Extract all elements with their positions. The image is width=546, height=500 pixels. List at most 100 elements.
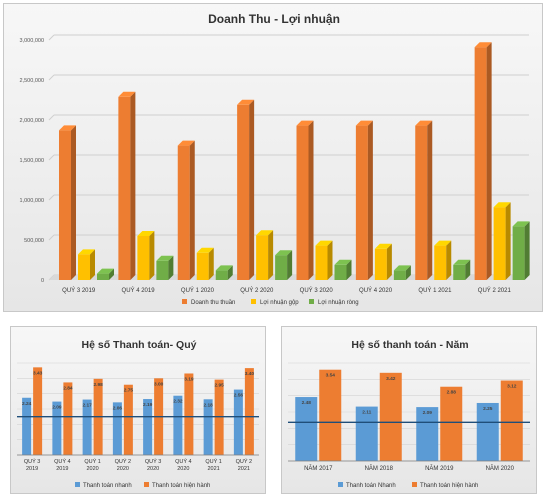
- bar-s1-c3-side: [268, 230, 274, 280]
- legend-swatch: [251, 299, 256, 304]
- bar-s2-c7-top: [512, 221, 530, 227]
- bar-s0-c1: [118, 91, 136, 280]
- bar-s0-c1-side: [130, 91, 136, 280]
- data-label: 2.09: [52, 405, 62, 411]
- gridline-depth: [48, 154, 55, 161]
- bar-s1-c2-side: [208, 247, 214, 280]
- bar-s0-c0-top: [59, 125, 76, 131]
- bar-s1-c2: [440, 386, 463, 461]
- bar-s2-c5-top: [393, 265, 411, 271]
- bar-s0-c6-top: [415, 120, 433, 126]
- legend-label: Lợi nhuận ròng: [318, 300, 359, 306]
- gridline-depth: [48, 234, 55, 241]
- y-tick-label: 500,000: [24, 238, 44, 244]
- bar-s1-c3-front: [256, 235, 269, 280]
- data-label: 2.25: [483, 406, 493, 412]
- bar-s1-c1-top: [137, 231, 155, 236]
- x-tick-label: QUÝ 2: [236, 458, 253, 465]
- x-tick-label: 2021: [208, 466, 220, 472]
- data-label: 2.18: [203, 402, 213, 408]
- x-tick-label: QUÝ 4: [175, 458, 192, 465]
- data-label: 2.24: [22, 401, 32, 407]
- bar-s0-c4-front: [296, 125, 309, 280]
- bar-s2-c6-top: [453, 259, 471, 265]
- legend-swatch: [412, 482, 417, 487]
- bar-s0-c0: [59, 125, 76, 281]
- bar-s2-c2-top: [215, 265, 233, 271]
- x-tick-label: NĂM 2017: [304, 465, 333, 472]
- bar-s0-c7: [474, 42, 492, 281]
- x-tick-label: QUÝ 4 2019: [122, 287, 156, 294]
- bar-s0-c2: [416, 407, 439, 461]
- x-tick-label: QUÝ 3 2019: [62, 287, 96, 294]
- bar-s0-c3-front: [237, 104, 250, 280]
- bar-s2-c4-front: [334, 264, 347, 280]
- bar-s0-c7: [233, 389, 243, 455]
- bar-s1-c2: [196, 247, 214, 280]
- chart-title: Hệ số Thanh toán- Quý: [82, 339, 197, 351]
- bar-s0-c3-side: [249, 99, 255, 280]
- bar-s0-c3: [476, 402, 499, 461]
- bar-s2-c1-top: [156, 255, 174, 261]
- legend-swatch: [338, 482, 343, 487]
- data-label: 2.17: [82, 403, 92, 409]
- data-label: 2.32: [173, 399, 183, 405]
- bar-s1-c1: [137, 231, 155, 280]
- legend-label: Thanh toán hiện hành: [420, 483, 478, 489]
- x-tick-label: NĂM 2018: [365, 465, 394, 472]
- bar-s0-c3: [237, 99, 255, 280]
- x-tick-label: 2021: [238, 466, 250, 472]
- data-label: 3.00: [154, 381, 164, 387]
- bar-s2-c1: [156, 255, 174, 280]
- quarterly-ratio-chart-panel: Hệ số Thanh toán- Quý 2.24 3.43 QUÝ 3 2019 2.…: [10, 326, 266, 494]
- bar-s2-c5-side: [405, 265, 411, 280]
- bar-s2-c4-top: [334, 259, 352, 265]
- bar-s2-c0-top: [97, 268, 114, 274]
- annual-ratio-chart-panel: Hệ số thanh toán - Năm 2.48 3.54 NĂM 2017 2.…: [281, 326, 537, 494]
- x-tick-label: QUÝ 1: [205, 458, 222, 465]
- annual-ratio-chart: Hệ số thanh toán - Năm 2.48 3.54 NĂM 2017 2.…: [288, 339, 530, 489]
- bar-s2-c6-side: [465, 259, 471, 280]
- bar-s1-c5: [184, 373, 194, 455]
- data-label: 2.75: [124, 388, 134, 394]
- bar-s1-c4: [315, 240, 333, 280]
- bar-s2-c6: [453, 259, 471, 280]
- bar-s0-c2-top: [177, 140, 195, 146]
- bar-s2-c4-side: [346, 259, 352, 280]
- bar-s1-c7-front: [493, 207, 506, 280]
- y-tick-label: 2,500,000: [20, 78, 44, 84]
- bar-s0-c1: [52, 401, 62, 455]
- x-tick-label: 2020: [117, 466, 129, 472]
- gridline-depth: [48, 114, 55, 121]
- bar-s2-c0-front: [97, 273, 109, 280]
- x-tick-label: NĂM 2019: [425, 465, 454, 472]
- data-label: 2.19: [143, 402, 153, 408]
- bar-s1-c6-top: [434, 240, 452, 246]
- bar-s1-c0: [33, 367, 43, 455]
- x-tick-label: 2020: [87, 466, 99, 472]
- gridline-depth: [48, 74, 55, 81]
- bar-s0-c7-front: [474, 47, 487, 281]
- bar-s1-c7-side: [505, 202, 511, 280]
- legend-swatch: [75, 482, 80, 487]
- bar-s2-c6-front: [453, 264, 466, 280]
- x-tick-label: 2019: [56, 466, 68, 472]
- bar-s0-c2: [82, 399, 92, 455]
- x-tick-label: QUÝ 1 2021: [418, 287, 452, 294]
- data-label: 2.56: [234, 393, 244, 399]
- legend-swatch: [309, 299, 314, 304]
- bar-s1-c5-top: [374, 243, 392, 249]
- chart-title: Hệ số thanh toán - Năm: [351, 339, 468, 351]
- bar-s1-c4-top: [315, 240, 333, 246]
- x-tick-label: QUÝ 3 2020: [300, 287, 334, 294]
- bar-s1-c2-top: [196, 247, 214, 253]
- bar-s2-c3-top: [275, 250, 293, 256]
- data-label: 2.48: [302, 400, 312, 406]
- gridline-depth: [48, 194, 55, 201]
- bar-s1-c0: [319, 369, 342, 461]
- y-tick-label: 0: [41, 278, 44, 284]
- bar-s0-c4-side: [308, 120, 314, 280]
- bar-s2-c1-side: [168, 255, 174, 280]
- x-tick-label: QUÝ 2: [115, 458, 132, 465]
